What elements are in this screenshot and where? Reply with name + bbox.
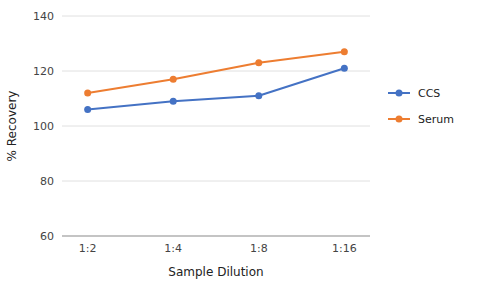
y-axis-label: % Recovery xyxy=(5,91,19,162)
series-marker xyxy=(84,90,91,97)
series-line xyxy=(88,52,345,93)
legend-marker xyxy=(396,116,403,123)
x-axis-line xyxy=(62,236,370,237)
grid-line xyxy=(62,126,370,127)
x-tick-label: 1:16 xyxy=(332,242,357,255)
grid-line xyxy=(62,236,370,237)
grid-line xyxy=(62,16,370,17)
series-marker xyxy=(255,59,262,66)
x-axis-label: Sample Dilution xyxy=(168,265,263,279)
series-line xyxy=(88,68,345,109)
chart: 60 80 100 120 140 1:2 1:4 1:8 1:16 Sample Dilutio… xyxy=(0,0,480,289)
series-marker xyxy=(255,92,262,99)
series-marker xyxy=(341,65,348,72)
y-tick-label: 140 xyxy=(33,10,54,23)
series-marker xyxy=(170,76,177,83)
plot-area xyxy=(84,48,348,113)
x-tick-label: 1:8 xyxy=(250,242,268,255)
y-tick-label: 80 xyxy=(40,175,54,188)
legend-label: CCS xyxy=(418,87,440,100)
y-tick-label: 60 xyxy=(40,230,54,243)
x-tick-label: 1:4 xyxy=(164,242,182,255)
series-marker xyxy=(84,106,91,113)
legend-marker xyxy=(396,90,403,97)
y-tick-label: 100 xyxy=(33,120,54,133)
series-marker xyxy=(170,98,177,105)
y-tick-label: 120 xyxy=(33,65,54,78)
legend-label: Serum xyxy=(418,113,454,126)
series-marker xyxy=(341,48,348,55)
x-tick-label: 1:2 xyxy=(79,242,97,255)
grid-line xyxy=(62,181,370,182)
